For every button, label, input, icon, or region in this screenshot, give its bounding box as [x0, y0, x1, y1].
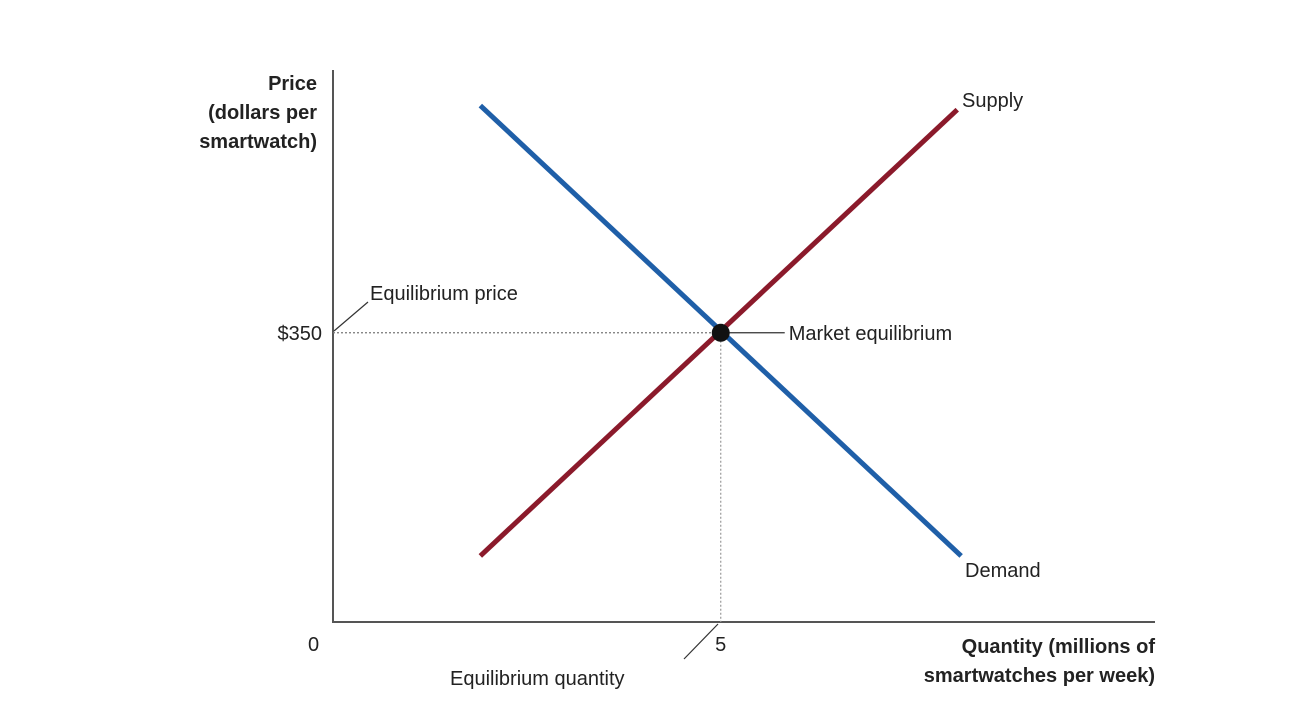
y-axis-label-line-3: smartwatch)	[199, 131, 317, 153]
equilibrium-quantity-leader	[683, 623, 719, 660]
y-axis-label-line-2: (dollars per	[208, 102, 317, 124]
supply-label: Supply	[962, 90, 1023, 112]
equilibrium-price-annotation: Equilibrium price	[370, 283, 518, 305]
y-axis-label-line-1: Price	[268, 73, 317, 95]
origin-label: 0	[308, 634, 319, 656]
y-tick-label-350: $350	[278, 323, 323, 345]
x-axis-label-line-1: Quantity (millions of	[962, 636, 1156, 658]
market-equilibrium-label: Market equilibrium	[789, 323, 952, 345]
demand-label: Demand	[965, 560, 1041, 582]
equilibrium-point	[711, 323, 730, 342]
x-axis-label-line-2: smartwatches per week)	[924, 665, 1155, 687]
equilibrium-price-leader	[333, 301, 369, 332]
x-tick-label-5: 5	[715, 634, 726, 656]
equilibrium-quantity-annotation: Equilibrium quantity	[450, 668, 625, 690]
